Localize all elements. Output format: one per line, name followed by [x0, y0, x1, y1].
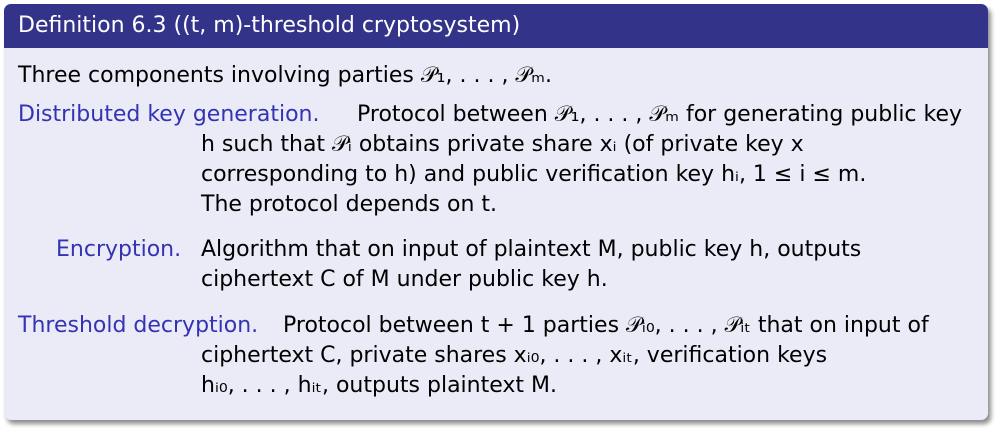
item-line: Algorithm that on input of plaintext M, … — [201, 237, 862, 262]
intro-text: Three components involving parties 𝒫₁, .… — [18, 63, 552, 88]
item-line: ciphertext C, private shares xᵢ₀, . . . … — [201, 343, 828, 368]
item-line: Protocol between t + 1 parties 𝒫ᵢ₀, . . … — [283, 313, 929, 338]
item-line: hᵢ₀, . . . , hᵢₜ, outputs plaintext M. — [201, 373, 557, 398]
item-line: h such that 𝒫ᵢ obtains private share xᵢ … — [201, 132, 804, 157]
block-title: Definition 6.3 ((t, m)-threshold cryptos… — [4, 4, 988, 48]
item-label: Distributed key generation. — [18, 102, 320, 127]
item-line: The protocol depends on t. — [201, 192, 498, 217]
definition-block: Definition 6.3 ((t, m)-threshold cryptos… — [4, 4, 988, 420]
item-line: corresponding to h) and public verificat… — [201, 162, 867, 187]
item-line: ciphertext C of M under public key h. — [201, 267, 608, 292]
item-label: Encryption. — [56, 237, 182, 262]
item-label: Threshold decryption. — [18, 313, 259, 338]
item-line: Protocol between 𝒫₁, . . . , 𝒫ₘ for gene… — [357, 102, 963, 127]
